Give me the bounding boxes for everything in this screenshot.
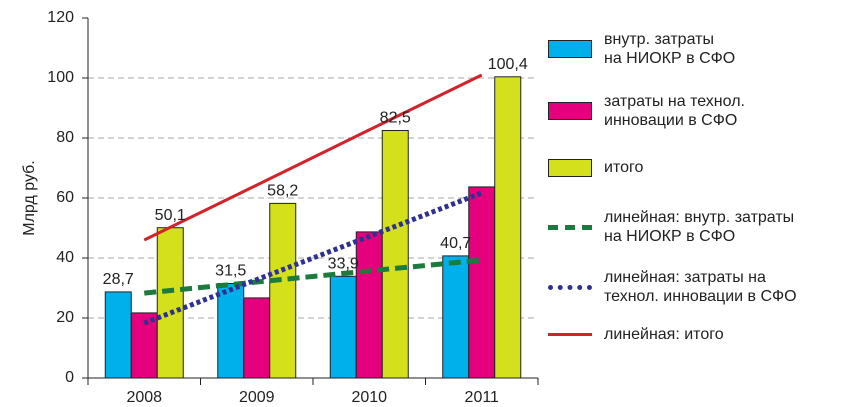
value-label: 100,4: [488, 56, 528, 73]
legend-item: линейная: внутр. затраты на НИОКР в СФО: [548, 208, 794, 246]
legend-swatch: [548, 158, 592, 177]
legend-label: итого: [604, 159, 644, 176]
y-tick-label: 100: [47, 69, 74, 86]
legend-item: итого: [548, 158, 643, 177]
value-label: 58,2: [267, 183, 298, 200]
legend-item: линейная: итого: [548, 325, 724, 344]
legend-label: линейная: затраты на технол. инновации в…: [604, 269, 797, 305]
y-tick-label: 0: [65, 369, 74, 386]
legend-swatch: [548, 224, 592, 230]
value-label: 82,5: [380, 110, 411, 127]
legend-swatch: [548, 333, 592, 336]
legend-item: линейная: затраты на технол. инновации в…: [548, 268, 797, 306]
x-tick-label: 2009: [239, 389, 275, 406]
bar: [217, 283, 245, 379]
y-tick-label: 60: [56, 189, 74, 206]
y-tick-label: 80: [56, 129, 74, 146]
value-label: 28,7: [103, 271, 134, 288]
y-tick-label: 20: [56, 309, 74, 326]
legend-label: линейная: внутр. затраты на НИОКР в СФО: [604, 209, 795, 245]
legend-swatch: [548, 102, 592, 120]
legend-swatch: [548, 284, 592, 290]
x-tick-label: 2011: [465, 389, 500, 406]
bar: [156, 227, 184, 379]
legend-label: линейная: итого: [604, 326, 724, 343]
trend-line: [143, 190, 483, 326]
legend-swatch: [548, 40, 592, 58]
x-tick-label: 2008: [126, 389, 162, 406]
legend-item: внутр. затраты на НИОКР в СФО: [548, 30, 735, 68]
bar: [494, 76, 522, 379]
bar: [355, 231, 383, 379]
value-label: 50,1: [155, 207, 186, 224]
value-label: 40,7: [440, 235, 471, 252]
y-axis-title: Млрд руб.: [21, 160, 38, 235]
y-tick-label: 120: [47, 9, 74, 26]
value-label: 31,5: [215, 263, 246, 280]
y-tick-label: 40: [56, 249, 74, 266]
legend-label: затраты на технол. инновации в СФО: [604, 93, 745, 129]
trend-line: [144, 257, 482, 296]
bar: [468, 186, 496, 379]
bar: [442, 255, 470, 379]
trend-line: [143, 73, 483, 242]
value-label: 33,9: [328, 256, 359, 273]
bar: [130, 312, 158, 379]
bar: [381, 130, 409, 379]
bar: [269, 202, 297, 379]
legend-item: затраты на технол. инновации в СФО: [548, 92, 745, 130]
bar: [243, 297, 271, 379]
x-tick-label: 2010: [351, 389, 387, 406]
legend-label: внутр. затраты на НИОКР в СФО: [604, 31, 736, 67]
bar: [104, 291, 132, 379]
bar: [329, 275, 357, 379]
